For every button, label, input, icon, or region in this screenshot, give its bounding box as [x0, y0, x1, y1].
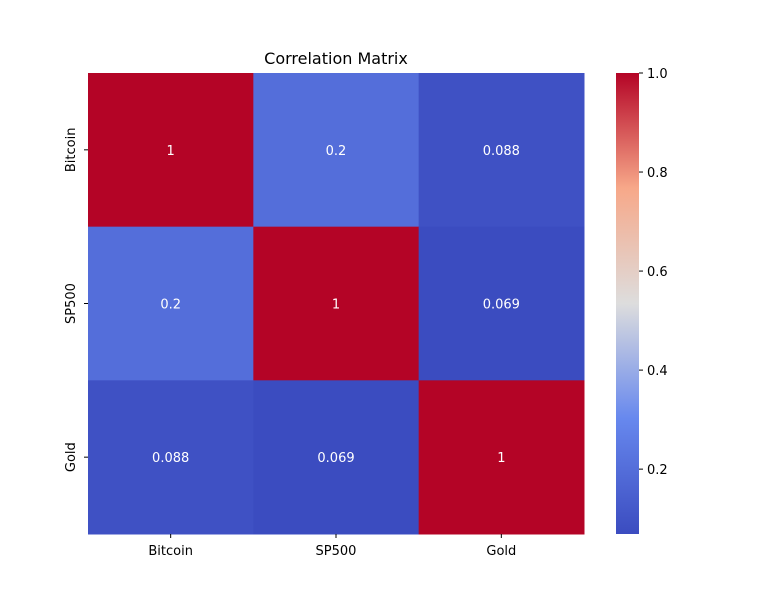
colorbar-ticks: 0.2 0.4 0.6 0.8 1.0	[639, 67, 668, 478]
colorbar-gradient	[616, 73, 639, 534]
heatmap-cell	[418, 380, 585, 535]
heatmap-cell	[418, 226, 585, 381]
y-tick-label: Gold	[64, 442, 79, 472]
colorbar-tick-label: 0.4	[647, 364, 668, 379]
heatmap-cell	[418, 73, 585, 228]
colorbar: 0.2 0.4 0.6 0.8 1.0	[616, 67, 668, 534]
x-axis: Bitcoin SP500 Gold	[148, 534, 516, 559]
cell-value-label: 0.088	[152, 451, 189, 466]
x-tick-label: SP500	[316, 544, 357, 559]
colorbar-tick-label: 1.0	[647, 67, 668, 82]
heatmap-cell	[253, 226, 420, 381]
cell-value-label: 0.2	[160, 298, 181, 313]
heatmap-cell	[253, 73, 420, 228]
cell-value-label: 0.2	[326, 144, 347, 159]
colorbar-tick-label: 0.6	[647, 265, 668, 280]
heatmap-cell	[88, 380, 254, 535]
cell-value-label: 0.069	[317, 451, 354, 466]
heatmap-cell	[88, 226, 254, 381]
cell-value-label: 0.069	[483, 298, 520, 313]
heatmap-cell	[88, 73, 254, 228]
x-tick-label: Gold	[486, 544, 516, 559]
heatmap-cell	[253, 380, 420, 535]
cell-value-label: 1	[332, 298, 340, 313]
cell-value-label: 1	[497, 451, 505, 466]
colorbar-tick-label: 0.8	[647, 166, 668, 181]
chart-title: Correlation Matrix	[264, 49, 408, 68]
y-tick-label: Bitcoin	[64, 128, 79, 173]
y-axis: Bitcoin SP500 Gold	[64, 128, 88, 472]
heatmap-cells: 1 0.2 0.088 0.2 1 0.069 0.088 0.069 1	[88, 73, 585, 535]
x-tick-label: Bitcoin	[148, 544, 193, 559]
colorbar-tick-label: 0.2	[647, 463, 668, 478]
cell-value-label: 0.088	[483, 144, 520, 159]
cell-value-label: 1	[167, 144, 175, 159]
y-tick-label: SP500	[64, 283, 79, 324]
